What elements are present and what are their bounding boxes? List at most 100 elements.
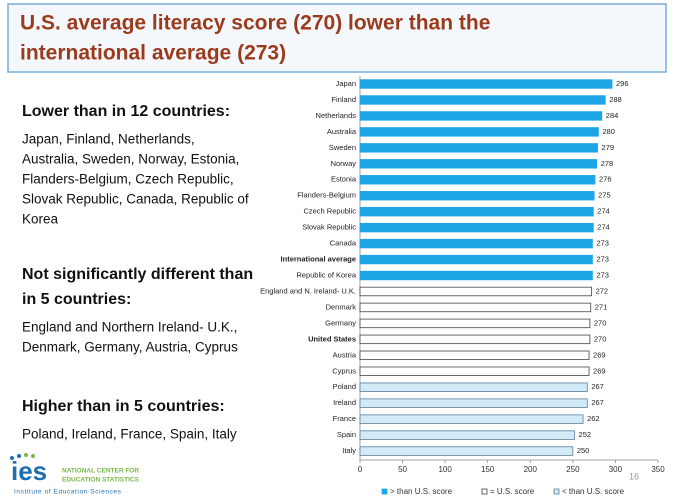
value-label: 270: [594, 334, 607, 343]
category-label: Austria: [333, 350, 357, 359]
value-label: 267: [591, 398, 604, 407]
section-heading: Higher than in 5 countries:: [22, 398, 225, 415]
logo-dot: [10, 456, 14, 460]
bar: [359, 270, 593, 281]
x-tick-label: 100: [438, 465, 452, 474]
page-number: 16: [629, 471, 639, 481]
section-body: Korea: [22, 212, 59, 227]
value-label: 275: [598, 191, 611, 200]
value-label: 267: [591, 382, 604, 391]
bar: [359, 238, 593, 249]
x-tick-label: 50: [398, 465, 407, 474]
value-label: 272: [596, 286, 609, 295]
category-label: Spain: [337, 430, 356, 439]
value-label: 280: [602, 127, 615, 136]
value-label: 270: [594, 318, 607, 327]
logo-dot: [31, 454, 35, 458]
category-label: United States: [308, 334, 356, 343]
x-tick-label: 250: [566, 465, 580, 474]
bar: [359, 398, 588, 408]
legend-label: = U.S. score: [490, 487, 535, 496]
title-line: U.S. average literacy score (270) lower …: [20, 12, 490, 35]
bar: [359, 446, 574, 456]
bar: [359, 159, 598, 169]
bar: [359, 382, 588, 392]
bar: [359, 222, 594, 233]
legend-label: > than U.S. score: [390, 487, 453, 496]
bar: [359, 286, 592, 297]
section-heading: Lower than in 12 countries:: [22, 103, 230, 120]
category-label: Czech Republic: [303, 207, 356, 216]
category-label: Netherlands: [316, 111, 357, 120]
bar: [359, 302, 592, 313]
category-label: Flanders-Belgium: [297, 191, 356, 200]
category-label: Poland: [333, 382, 356, 391]
logo-mark: ies: [11, 456, 47, 486]
bar: [359, 127, 599, 137]
value-label: 278: [601, 159, 614, 168]
value-label: 269: [593, 366, 606, 375]
bar: [359, 254, 593, 265]
title-box: [7, 3, 667, 73]
section-body: Australia, Sweden, Norway, Estonia,: [22, 152, 239, 167]
bar: [359, 175, 596, 185]
category-label: Japan: [336, 79, 356, 88]
section-body: Japan, Finland, Netherlands,: [22, 132, 195, 147]
category-label: Sweden: [329, 143, 356, 152]
category-label: Estonia: [331, 175, 357, 184]
bar: [359, 350, 590, 361]
category-label: Republic of Korea: [296, 271, 356, 280]
bar: [359, 334, 591, 345]
logo-dot: [24, 453, 28, 457]
category-label: Canada: [330, 239, 357, 248]
category-label: France: [333, 414, 356, 423]
value-label: 288: [609, 95, 622, 104]
bar: [359, 143, 598, 153]
bar: [359, 430, 575, 440]
category-label: Norway: [331, 159, 357, 168]
x-tick-label: 200: [524, 465, 538, 474]
bar: [359, 111, 603, 121]
category-label: Slovak Republic: [302, 223, 356, 232]
category-label: Denmark: [326, 302, 357, 311]
bar: [359, 206, 594, 217]
logo-text: Institute of Education Sciences: [14, 489, 122, 496]
legend-swatch: [553, 488, 560, 495]
logo-text: NATIONAL CENTER FOR: [62, 468, 139, 475]
value-label: 271: [595, 302, 608, 311]
bar: [359, 95, 606, 105]
logo: ies NATIONAL CENTER FOR EDUCATION STATIS…: [10, 453, 140, 496]
title-line: international average (273): [20, 42, 286, 65]
bar: [359, 79, 613, 89]
value-label: 279: [602, 143, 615, 152]
value-label: 273: [596, 271, 609, 280]
legend-label: < than U.S. score: [562, 487, 625, 496]
category-label: International average: [281, 255, 356, 264]
x-tick-label: 0: [358, 465, 363, 474]
bar: [359, 366, 590, 376]
category-label: Italy: [342, 446, 356, 455]
legend-swatch: [381, 488, 388, 495]
category-label: England and N. Ireland- U.K.: [260, 286, 356, 295]
section-body: England and Northern Ireland- U.K.,: [22, 320, 237, 335]
bar: [359, 318, 591, 329]
logo-dot: [17, 454, 21, 458]
x-tick-label: 150: [481, 465, 495, 474]
value-label: 273: [596, 239, 609, 248]
section-body: Poland, Ireland, France, Spain, Italy: [22, 427, 237, 442]
value-label: 269: [593, 350, 606, 359]
category-label: Cyprus: [332, 366, 356, 375]
section-heading: in 5 countries:: [22, 291, 131, 308]
legend-swatch: [481, 488, 488, 495]
bar: [359, 191, 595, 201]
section-body: Slovak Republic, Canada, Republic of: [22, 192, 249, 207]
value-label: 274: [597, 207, 610, 216]
value-label: 276: [599, 175, 612, 184]
value-label: 262: [587, 414, 600, 423]
value-label: 250: [577, 446, 590, 455]
section-heading: Not significantly different than: [22, 266, 253, 283]
bar: [359, 414, 584, 424]
section-body: Denmark, Germany, Austria, Cyprus: [22, 340, 238, 355]
x-tick-label: 350: [651, 465, 665, 474]
